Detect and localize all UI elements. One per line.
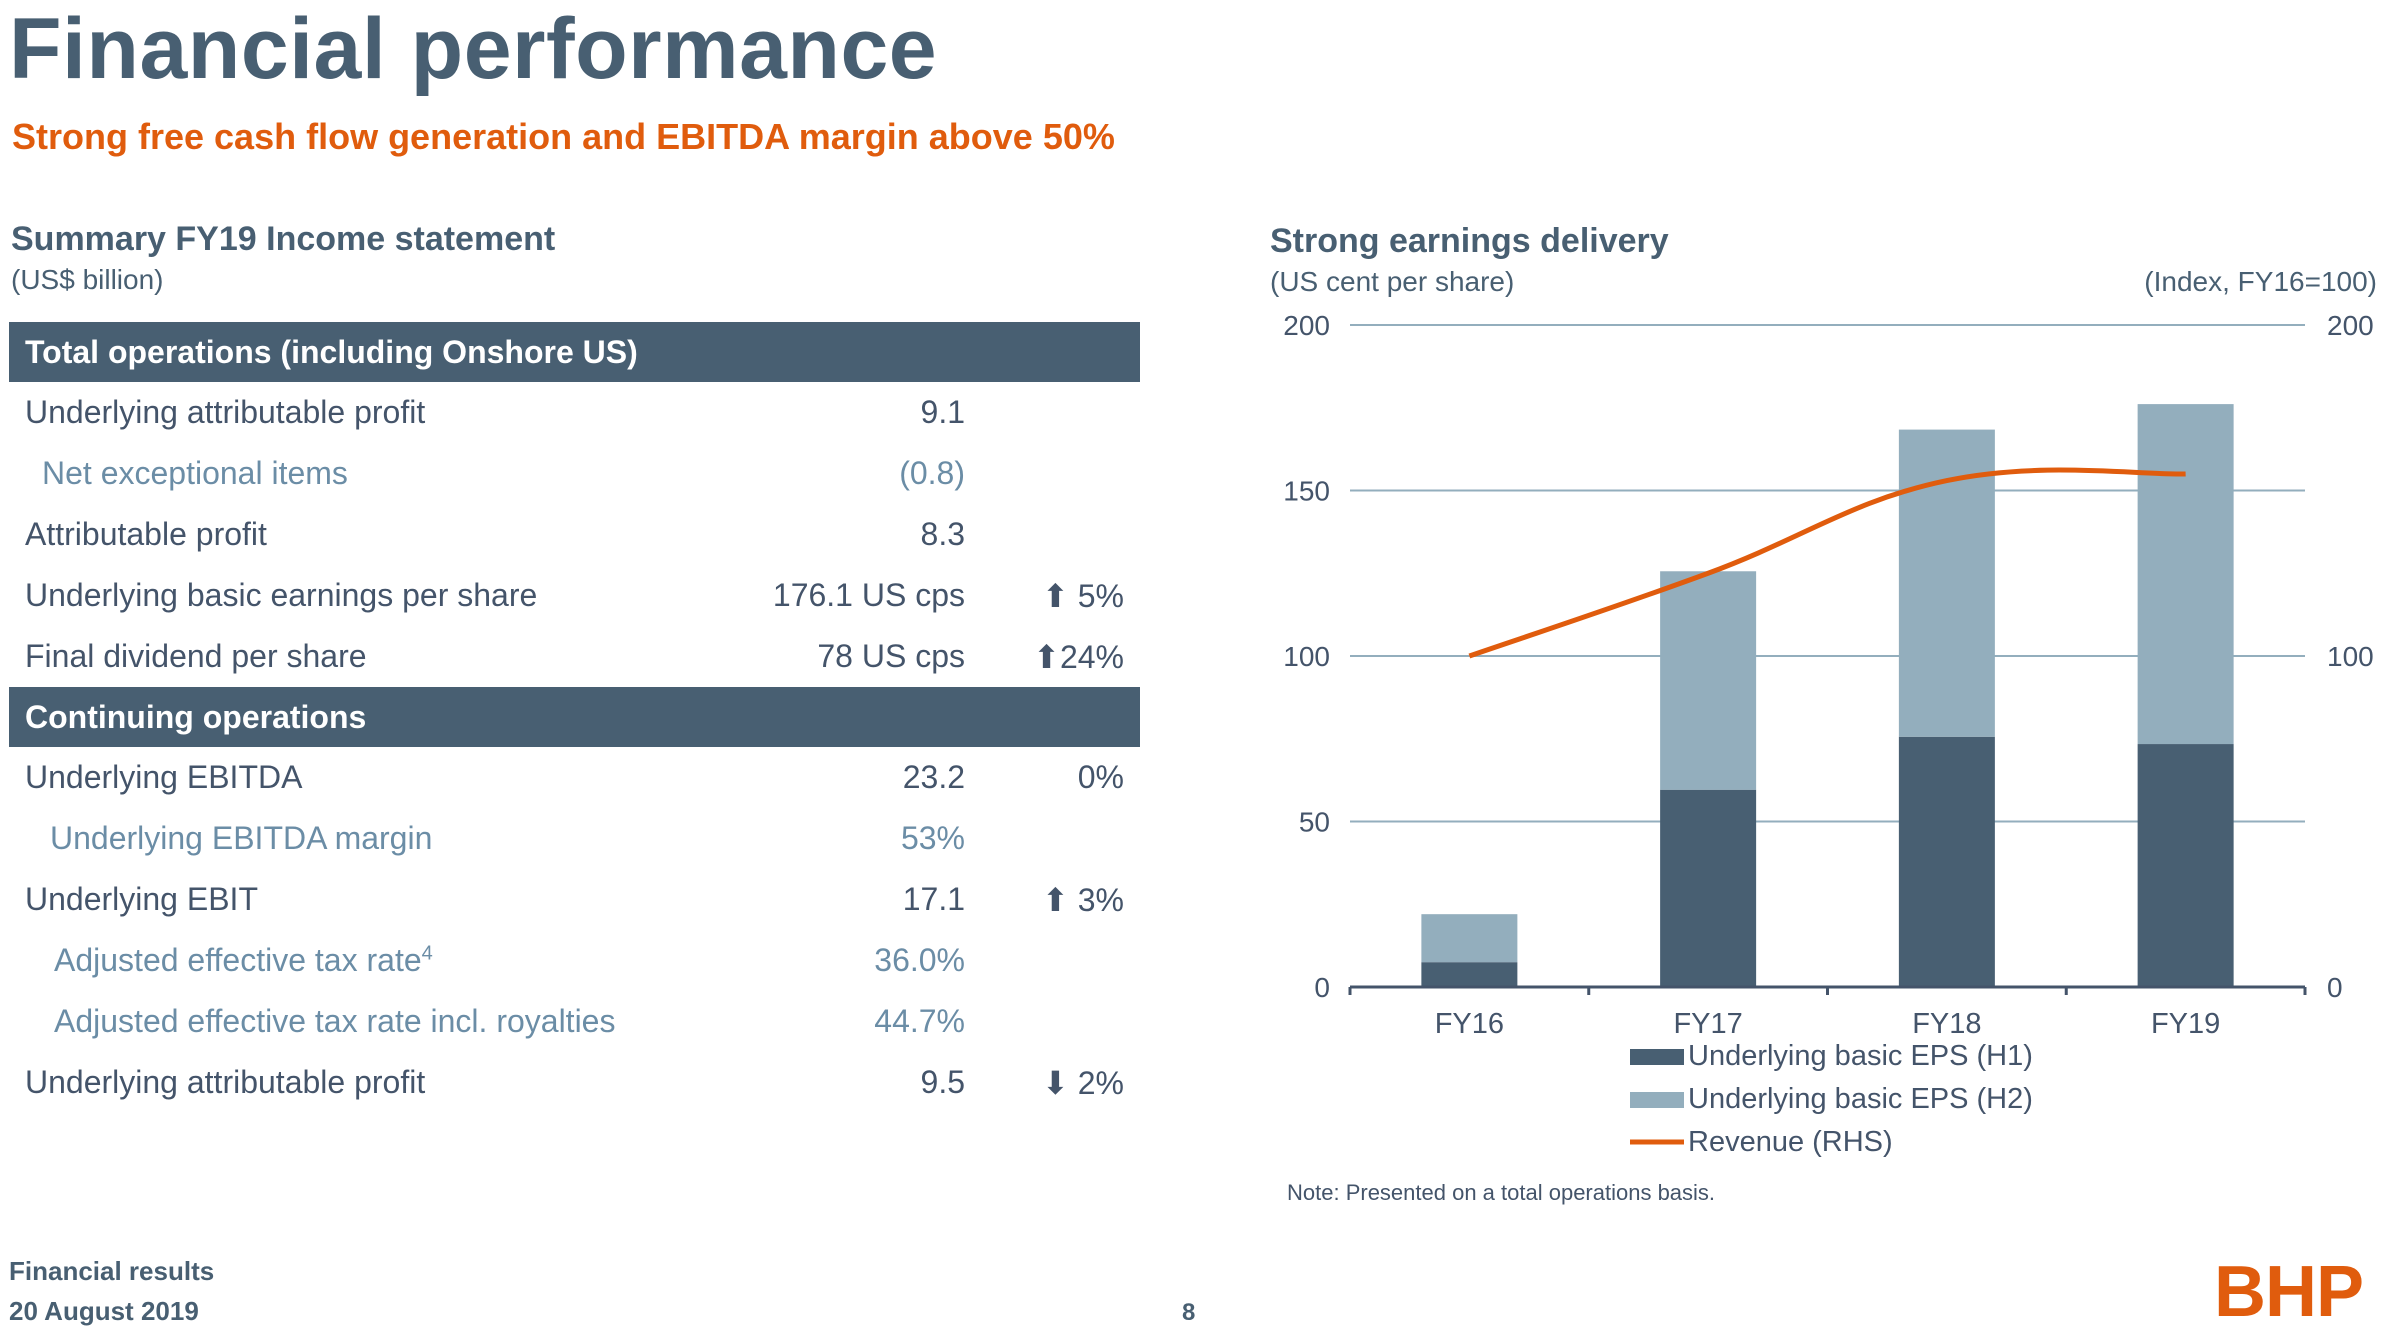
legend-swatch-h2	[1630, 1092, 1684, 1108]
row-value: 53%	[900, 820, 965, 856]
row-label: Underlying EBITDA margin	[50, 820, 433, 856]
row-change: ⬆ 3%	[1042, 882, 1124, 918]
row-value: 17.1	[902, 881, 965, 917]
table-row: Underlying EBITDA margin 53%	[9, 808, 1140, 869]
chart-left-axis-label: (US cent per share)	[1270, 266, 1515, 297]
row-value: 176.1 US cps	[772, 577, 965, 613]
y2-tick-label: 200	[2327, 310, 2374, 341]
row-change: ⬆ 5%	[1042, 578, 1124, 614]
chart-note: Note: Presented on a total operations ba…	[1287, 1180, 1716, 1205]
footer-label: Financial results	[9, 1256, 215, 1286]
table-row: Underlying EBITDA 23.2 0%	[9, 747, 1140, 808]
table-row: Underlying basic earnings per share 176.…	[9, 565, 1140, 626]
x-tick-label: FY18	[1912, 1008, 1981, 1040]
income-table: Total operations (including Onshore US) …	[9, 322, 1140, 1113]
page-number: 8	[1182, 1299, 1196, 1326]
bar-h1	[1898, 736, 1995, 987]
table-row: Final dividend per share 78 US cps ⬆24%	[9, 626, 1140, 687]
y-tick-label: 150	[1283, 476, 1330, 507]
section-heading: Continuing operations	[9, 687, 1140, 747]
footnote-ref: 4	[421, 942, 433, 965]
x-tick-label: FY19	[2151, 1008, 2220, 1040]
row-label: Attributable profit	[25, 516, 267, 552]
row-value: 36.0%	[874, 942, 965, 978]
bar-h1	[1421, 962, 1518, 987]
row-value: 9.5	[920, 1064, 965, 1100]
row-value: 78 US cps	[817, 638, 965, 674]
row-change: 0%	[1077, 759, 1124, 795]
row-label: Underlying attributable profit	[25, 394, 426, 430]
chart-right-axis-label: (Index, FY16=100)	[2144, 266, 2377, 297]
row-label: Net exceptional items	[42, 455, 348, 491]
bhp-logo: BHP	[2214, 1252, 2364, 1332]
page-subtitle: Strong free cash flow generation and EBI…	[12, 116, 1115, 157]
page-title: Financial performance	[9, 1, 938, 97]
table-row: Adjusted effective tax rate incl. royalt…	[9, 991, 1140, 1052]
y2-tick-label: 100	[2327, 641, 2374, 672]
row-label-text: Adjusted effective tax rate	[54, 942, 422, 978]
row-value: 8.3	[920, 516, 965, 552]
legend-label-h2: Underlying basic EPS (H2)	[1688, 1083, 2033, 1115]
bar-h2	[2137, 404, 2234, 745]
y2-tick-label: 0	[2327, 972, 2343, 1003]
legend-label-h1: Underlying basic EPS (H1)	[1688, 1040, 2033, 1072]
row-label: Underlying basic earnings per share	[25, 577, 538, 613]
bar-h1	[1660, 789, 1757, 987]
row-value: 44.7%	[874, 1003, 965, 1039]
bar-h2	[1421, 914, 1518, 963]
row-change: ⬆24%	[1033, 639, 1124, 675]
income-statement-title: Summary FY19 Income statement	[11, 220, 556, 258]
table-row: Adjusted effective tax rate4 36.0%	[9, 930, 1140, 991]
footer-date: 20 August 2019	[9, 1296, 199, 1326]
row-label: Underlying EBIT	[25, 881, 258, 917]
y-tick-label: 200	[1283, 310, 1330, 341]
y-tick-label: 50	[1299, 807, 1330, 838]
table-row: Net exceptional items (0.8)	[9, 443, 1140, 504]
x-tick-label: FY16	[1435, 1008, 1504, 1040]
row-change: ⬇ 2%	[1042, 1065, 1124, 1101]
income-statement-units: (US$ billion)	[11, 264, 164, 295]
row-value: 23.2	[902, 759, 965, 795]
row-label: Adjusted effective tax rate4	[54, 942, 433, 979]
table-row: Underlying attributable profit 9.1	[9, 382, 1140, 443]
legend-swatch-h1	[1630, 1049, 1684, 1065]
row-label: Underlying attributable profit	[25, 1064, 426, 1100]
earnings-chart: 0 50 100 150 200 0 100 200 FY16 FY17 FY18 FY19 Under…	[1283, 310, 2374, 1158]
row-value: 9.1	[920, 394, 965, 430]
section-heading: Total operations (including Onshore US)	[9, 322, 1140, 382]
table-row: Attributable profit 8.3	[9, 504, 1140, 565]
table-row: Underlying EBIT 17.1 ⬆ 3%	[9, 869, 1140, 930]
row-value: (0.8)	[899, 455, 965, 491]
y-tick-label: 100	[1283, 641, 1330, 672]
chart-title: Strong earnings delivery	[1270, 222, 1669, 260]
row-label: Final dividend per share	[25, 638, 367, 674]
bar-h2	[1660, 571, 1757, 790]
y-tick-label: 0	[1314, 972, 1330, 1003]
bar-h1	[2137, 744, 2234, 987]
table-row: Underlying attributable profit 9.5 ⬇ 2%	[9, 1052, 1140, 1113]
revenue-line	[1468, 467, 2186, 659]
row-label: Adjusted effective tax rate incl. royalt…	[54, 1003, 616, 1039]
legend-label-revenue: Revenue (RHS)	[1688, 1126, 1893, 1158]
row-label: Underlying EBITDA	[25, 759, 303, 795]
x-tick-label: FY17	[1673, 1008, 1742, 1040]
